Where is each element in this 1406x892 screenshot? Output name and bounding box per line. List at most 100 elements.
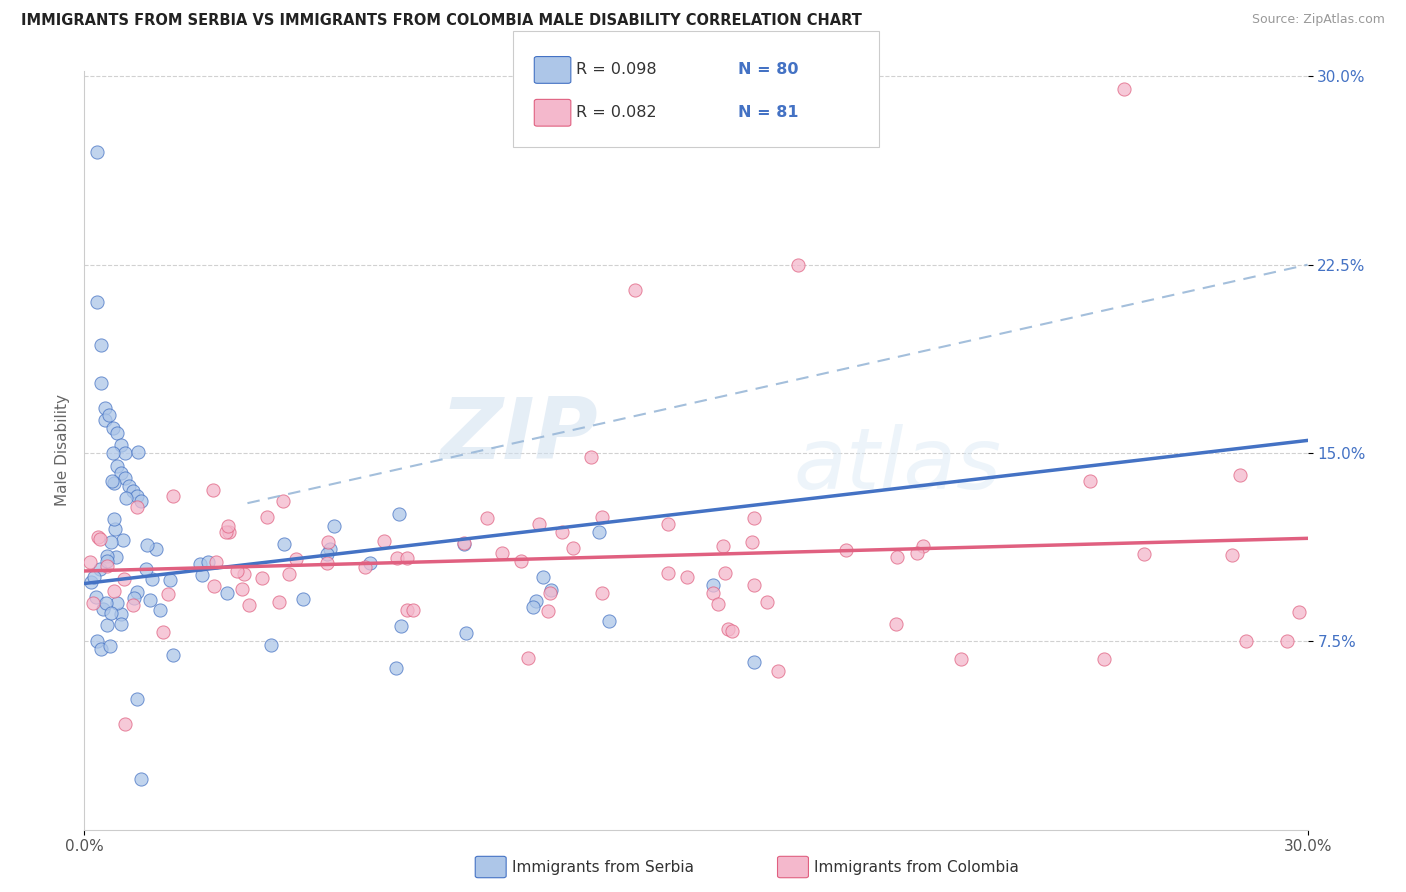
Point (517, 650, 540, 665)
Point (93, 401, 115, 415)
Point (787, 258, 810, 272)
Point (527, 517, 550, 532)
Point (145, 541, 167, 556)
Point (1288, 605, 1310, 619)
Point (702, 586, 724, 600)
Point (702, 577, 724, 591)
Point (91, 602, 114, 616)
Point (766, 665, 789, 679)
Point (581, 450, 603, 464)
Point (721, 624, 744, 638)
Point (905, 546, 928, 560)
Point (755, 595, 778, 609)
Point (359, 556, 381, 570)
Point (125, 585, 148, 599)
Point (250, 570, 273, 584)
Point (82, 596, 104, 610)
Point (86, 145, 108, 159)
Point (103, 475, 125, 490)
Point (509, 554, 531, 568)
Point (273, 537, 295, 551)
Point (149, 603, 172, 617)
Point (453, 537, 475, 551)
Point (139, 592, 162, 607)
Point (231, 582, 253, 596)
Point (624, 283, 647, 297)
Point (96, 618, 118, 632)
Point (886, 549, 908, 564)
Text: ZIP: ZIP (440, 393, 598, 477)
Point (103, 512, 125, 526)
Point (396, 551, 419, 566)
Text: R = 0.098: R = 0.098 (576, 62, 657, 78)
Point (561, 541, 583, 555)
Point (238, 598, 260, 612)
Point (97, 409, 120, 423)
Point (315, 556, 337, 570)
Point (884, 616, 907, 631)
Point (540, 582, 562, 597)
Point (118, 478, 141, 492)
Point (713, 566, 735, 580)
Point (277, 567, 299, 582)
Point (83, 570, 105, 584)
Point (657, 566, 679, 581)
Point (373, 533, 395, 548)
Point (135, 538, 157, 552)
Text: Immigrants from Colombia: Immigrants from Colombia (814, 860, 1019, 874)
Point (105, 425, 128, 440)
Point (706, 598, 728, 612)
Point (835, 543, 858, 558)
Point (110, 607, 132, 622)
Point (112, 533, 135, 547)
Point (190, 567, 212, 582)
Point (402, 603, 425, 617)
Point (162, 648, 184, 662)
Point (1114, 82, 1136, 96)
Point (131, 772, 153, 787)
Point (741, 535, 763, 549)
Point (79, 555, 101, 569)
Point (93, 413, 115, 427)
Text: Source: ZipAtlas.com: Source: ZipAtlas.com (1251, 13, 1385, 27)
Point (96, 549, 118, 563)
Point (188, 557, 211, 571)
Point (657, 516, 679, 531)
Text: R = 0.082: R = 0.082 (576, 105, 657, 120)
Point (159, 573, 181, 587)
Point (86, 295, 108, 310)
Point (491, 546, 513, 560)
Point (385, 661, 408, 675)
Point (96, 558, 118, 573)
Point (711, 540, 734, 554)
Point (114, 471, 136, 485)
Point (225, 564, 247, 578)
Point (911, 539, 934, 553)
Point (256, 510, 278, 524)
Point (217, 519, 239, 533)
Point (141, 572, 163, 586)
Point (110, 438, 132, 452)
Point (322, 519, 344, 533)
Point (101, 446, 124, 460)
Point (456, 626, 478, 640)
Point (105, 596, 128, 610)
Point (112, 573, 135, 587)
Text: N = 81: N = 81 (738, 105, 799, 120)
Point (291, 592, 314, 607)
Point (315, 547, 337, 561)
Point (950, 652, 973, 666)
Point (284, 552, 307, 566)
Point (157, 587, 180, 601)
Point (538, 585, 561, 599)
Point (742, 510, 765, 524)
Point (100, 535, 122, 549)
Text: Immigrants from Serbia: Immigrants from Serbia (512, 860, 693, 874)
Point (389, 619, 412, 633)
Text: atlas: atlas (794, 424, 1002, 508)
Point (260, 639, 283, 653)
Point (269, 595, 291, 609)
Point (385, 550, 408, 565)
Point (110, 466, 132, 480)
Point (127, 444, 149, 458)
